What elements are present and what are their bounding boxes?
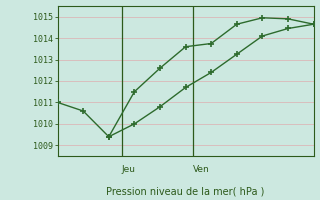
Text: Pression niveau de la mer( hPa ): Pression niveau de la mer( hPa ) bbox=[107, 186, 265, 196]
Text: Ven: Ven bbox=[193, 165, 210, 174]
Text: Jeu: Jeu bbox=[122, 165, 136, 174]
